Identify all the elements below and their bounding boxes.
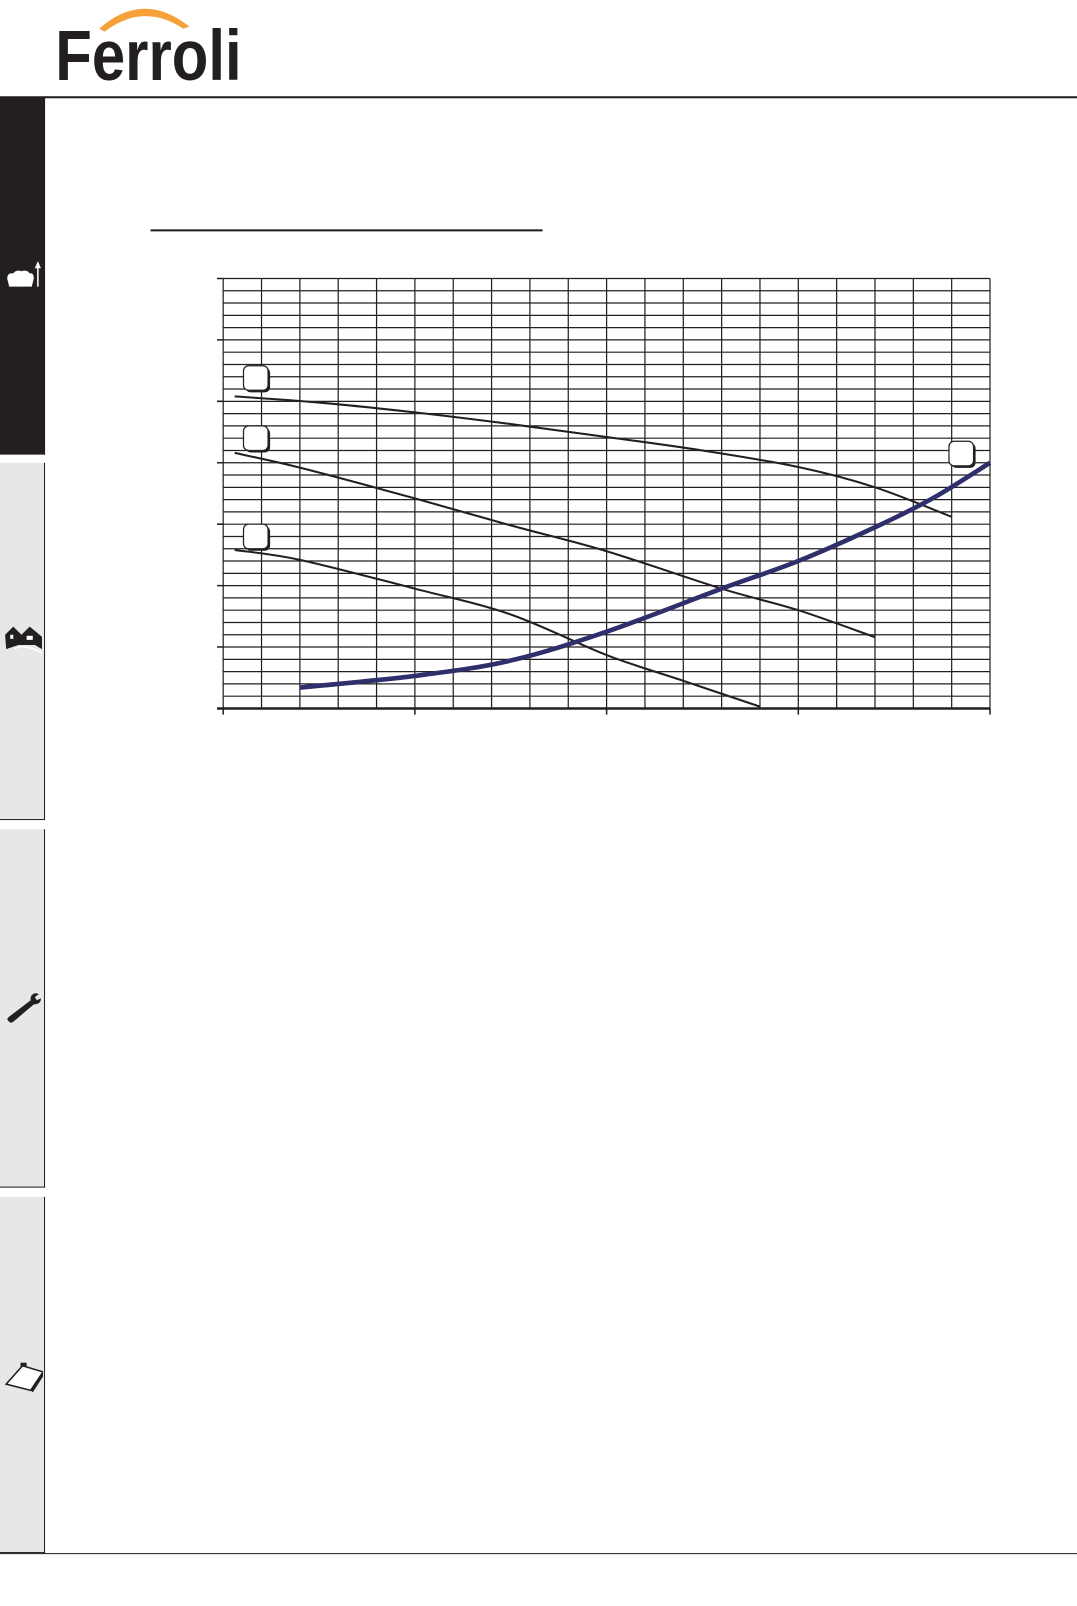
series-curve-3 (234, 548, 761, 708)
sidebar-tab-installation[interactable] (0, 462, 46, 821)
houses-icon (5, 626, 43, 654)
sidebar-tab-technical-data[interactable] (0, 1196, 46, 1554)
armchair-lamp-icon (7, 261, 41, 287)
ferroli-logo: Ferroli (55, 8, 242, 94)
pump-curve-chart (217, 277, 992, 715)
sidebar-tab-service[interactable] (0, 829, 46, 1188)
curve-label-box-4 (948, 440, 975, 467)
header-rule (0, 96, 1077, 98)
series-curve-4 (299, 460, 992, 690)
logo-wordmark: Ferroli (55, 16, 241, 94)
section-title-rule (150, 229, 543, 231)
curve-label-box-3 (242, 523, 269, 550)
curve-label-box-2 (242, 425, 269, 452)
series-curve-2 (234, 451, 876, 639)
curve-label-box-1 (242, 365, 269, 391)
logo-arc (99, 8, 190, 32)
sidebar-tab-user[interactable] (0, 97, 46, 455)
wrench-icon (7, 993, 41, 1023)
clipboard-icon (4, 1362, 43, 1393)
footer-rule (0, 1553, 1077, 1555)
series-curve-1 (234, 395, 953, 518)
